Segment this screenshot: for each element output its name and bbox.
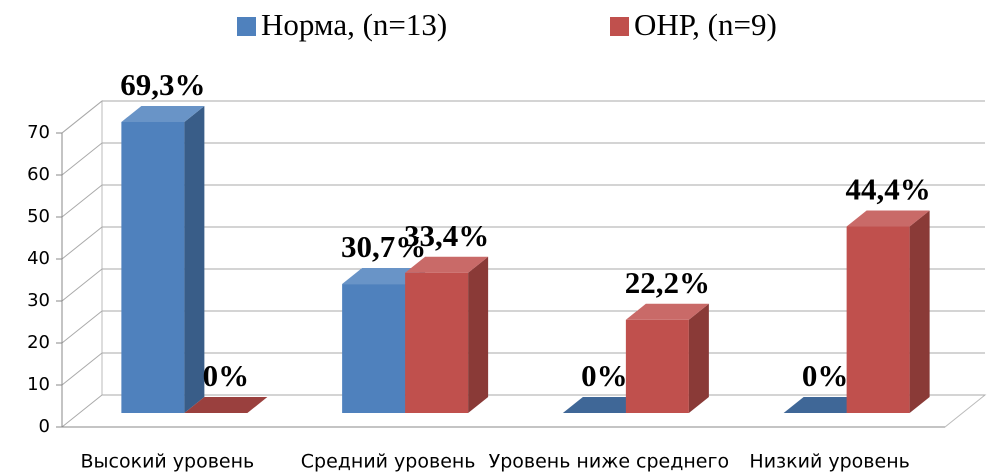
bar-top [783,397,867,413]
grid-line [61,184,985,218]
data-label: 30,7% [341,229,426,264]
grid-line [61,226,985,260]
bar-top [121,105,205,122]
bar-top [184,397,268,413]
bar-front [405,272,469,413]
bar-side [468,256,489,413]
data-label: 22,2% [625,265,710,300]
data-label: 0% [581,358,628,393]
data-label: 69,3% [120,67,205,102]
y-tick-label: 40 [27,248,50,269]
y-tick-label: 70 [27,122,50,143]
grid-line [61,100,985,134]
y-tick-label: 60 [27,164,50,185]
y-tick-label: 50 [27,206,50,227]
data-label: 44,4% [846,172,931,207]
bar-top [625,303,709,320]
x-tick-label: Низкий уровень [749,451,909,473]
y-tick-label: 10 [27,374,50,395]
legend-swatch [237,17,256,36]
data-label: 33,4% [404,218,489,253]
bar-front [121,121,185,413]
bar-top [405,256,489,273]
bar-side [688,303,709,413]
legend-swatch [610,17,629,36]
bar-top [342,268,426,285]
grid-line [61,268,985,302]
bar-side [909,210,930,413]
bar-front [342,284,406,413]
x-tick-label: Высокий уровень [80,451,254,473]
legend-label: ОНР, (n=9) [634,7,777,42]
bar-top [846,210,930,227]
legend-label: Норма, (n=13) [261,7,447,42]
bar-front [625,319,689,413]
x-tick-label: Средний уровень [301,451,476,473]
bar-top [562,397,646,413]
x-tick-label: Уровень ниже среднего [489,451,729,473]
bar-front [846,226,910,413]
data-label: 0% [802,358,849,393]
data-label: 0% [203,358,250,393]
y-tick-label: 30 [27,290,50,311]
left-wall [61,99,103,427]
y-tick-label: 0 [39,416,50,437]
y-tick-label: 20 [27,332,50,353]
bar-side [184,105,205,413]
grid-line [61,142,985,176]
